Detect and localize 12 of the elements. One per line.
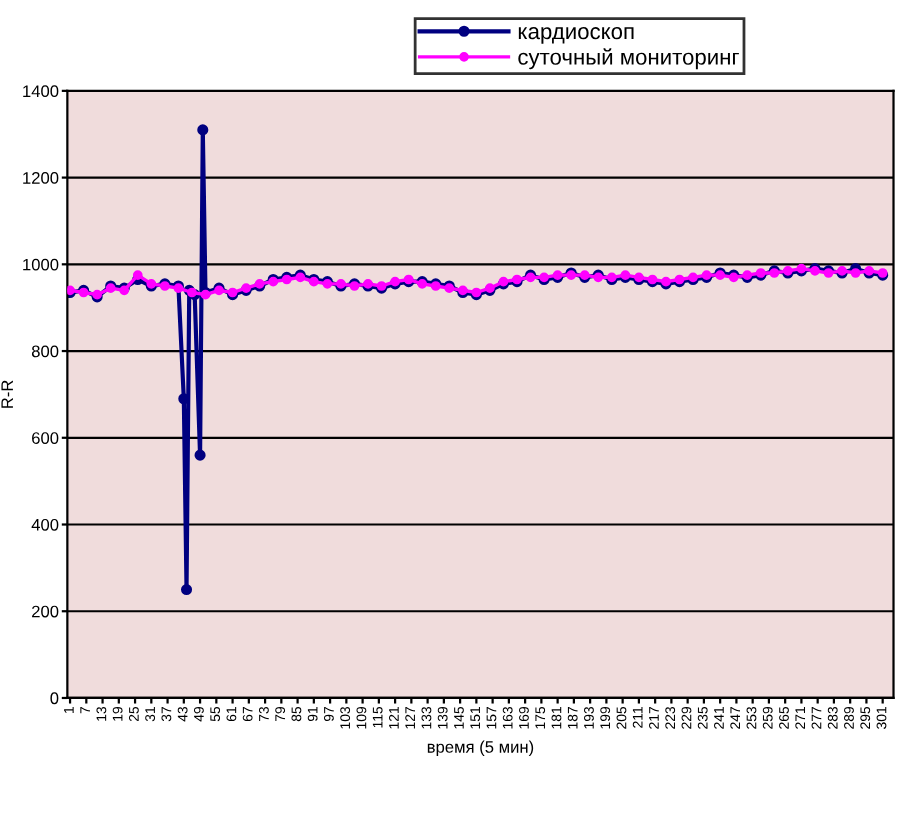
y-tick-label: 0 xyxy=(50,692,59,705)
y-tick-label: 200 xyxy=(32,605,59,618)
x-axis-title: время (5 мин) xyxy=(427,740,534,757)
y-tick-label: 400 xyxy=(31,518,59,531)
y-axis-title: R-R xyxy=(1,380,13,408)
y-tick-label: 1200 xyxy=(23,171,59,184)
y-tick-label: 1000 xyxy=(23,258,59,271)
legend-label: суточный мониторинг xyxy=(518,48,739,70)
legend-label: кардиоскоп xyxy=(518,27,634,44)
y-tick-label: 800 xyxy=(31,345,59,358)
y-tick-label: 1400 xyxy=(23,85,59,98)
y-tick-label: 600 xyxy=(32,432,59,444)
